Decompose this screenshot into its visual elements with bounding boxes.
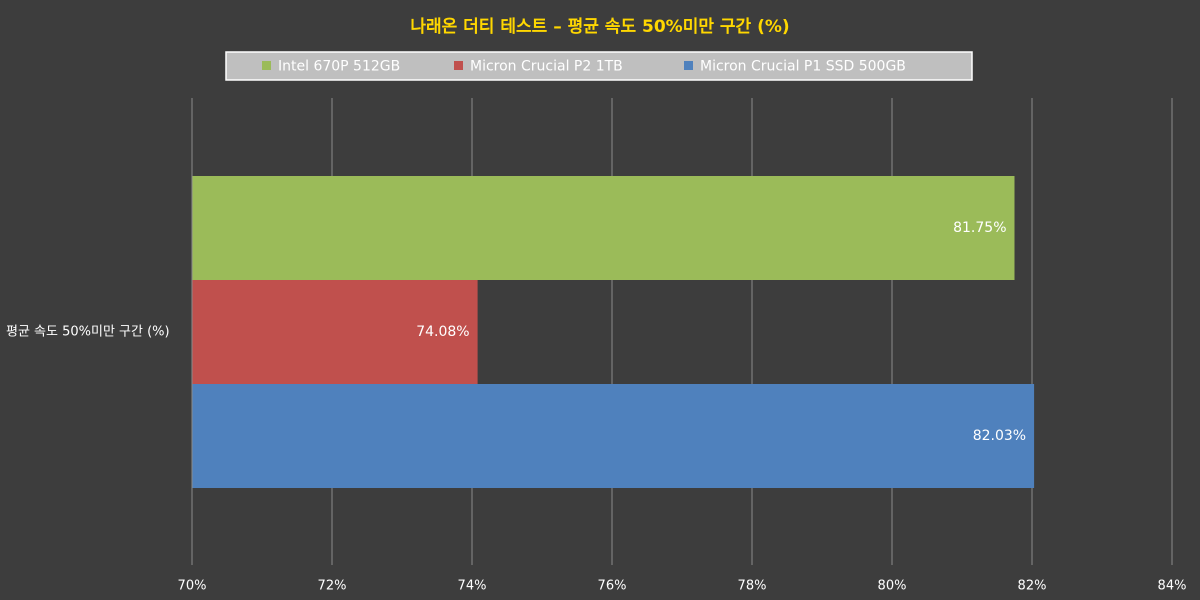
legend-box	[225, 51, 973, 81]
bar-value-label: 82.03%	[973, 428, 1026, 444]
x-tick-label: 78%	[738, 579, 767, 594]
legend-swatch	[454, 61, 463, 70]
x-tick-label: 80%	[878, 579, 907, 594]
chart-title: 나래온 더티 테스트 – 평균 속도 50%미만 구간 (%)	[410, 17, 789, 37]
x-tick-label: 84%	[1158, 579, 1187, 594]
bar	[192, 176, 1015, 280]
x-tick-label: 74%	[458, 579, 487, 594]
x-tick-label: 76%	[598, 579, 627, 594]
legend-swatch	[262, 61, 271, 70]
bar	[192, 384, 1035, 488]
bar	[192, 280, 478, 384]
y-tick-label: 평균 속도 50%미만 구간 (%)	[6, 325, 170, 340]
x-tick-label: 70%	[178, 579, 207, 594]
legend-label: Intel 670P 512GB	[278, 59, 400, 75]
bar-value-label: 74.08%	[416, 324, 469, 340]
bar-value-label: 81.75%	[953, 220, 1006, 236]
x-tick-label: 82%	[1018, 579, 1047, 594]
legend-label: Micron Crucial P2 1TB	[470, 59, 623, 75]
legend-label: Micron Crucial P1 SSD 500GB	[700, 59, 906, 75]
legend-swatch	[684, 61, 693, 70]
x-tick-label: 72%	[318, 579, 347, 594]
